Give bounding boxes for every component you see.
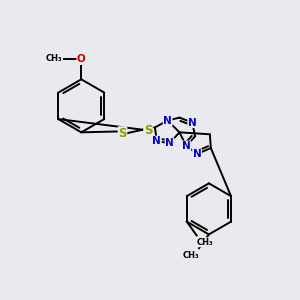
Text: S: S xyxy=(144,124,152,137)
Text: O: O xyxy=(77,54,86,64)
Text: CH₃: CH₃ xyxy=(46,54,62,63)
Text: N: N xyxy=(152,136,161,146)
Text: N: N xyxy=(165,138,174,148)
Text: CH₃: CH₃ xyxy=(183,250,200,260)
Text: CH₃: CH₃ xyxy=(196,238,213,247)
Text: N: N xyxy=(188,118,197,128)
Text: S: S xyxy=(118,127,127,140)
Text: N: N xyxy=(163,116,172,126)
Text: N: N xyxy=(193,149,202,159)
Text: N: N xyxy=(182,141,191,151)
